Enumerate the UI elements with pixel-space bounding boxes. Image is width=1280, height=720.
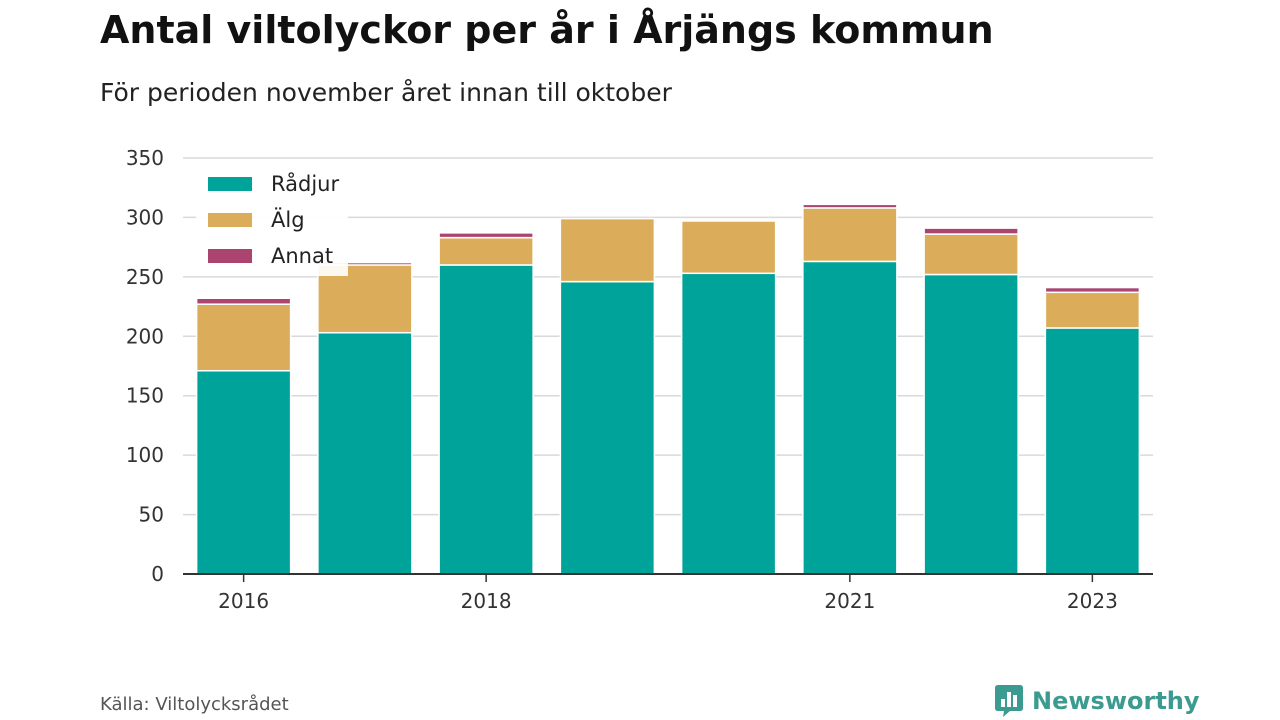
bar-segment	[1044, 286, 1141, 294]
bar-segment	[438, 232, 534, 239]
legend-label: Rådjur	[271, 171, 339, 196]
y-tick-label: 250	[126, 265, 164, 289]
y-axis-ticks: 0 50 100 150 200 250 300 350	[126, 146, 164, 586]
y-tick-label: 200	[126, 324, 164, 348]
bar-segment	[195, 303, 292, 372]
bar-chart-badge-icon	[995, 685, 1023, 717]
y-tick-label: 300	[126, 205, 164, 229]
bar-segment	[680, 272, 777, 575]
legend-swatch	[208, 213, 252, 227]
bar-segment	[923, 227, 1019, 235]
x-tick-label: 2018	[461, 589, 512, 613]
y-tick-label: 0	[151, 562, 164, 586]
legend: Rådjur Älg Annat	[196, 166, 348, 276]
bars	[195, 203, 1141, 575]
y-tick-label: 100	[126, 443, 164, 467]
bar-segment	[559, 217, 656, 283]
bar-segment	[317, 264, 413, 334]
source-note: Källa: Viltolycksrådet	[100, 694, 289, 715]
bar-segment	[195, 370, 292, 575]
chart-title: Antal viltolyckor per år i Årjängs kommu…	[100, 8, 994, 52]
bar-segment	[438, 236, 534, 266]
bar-segment	[438, 264, 534, 575]
x-tick-label: 2021	[824, 589, 875, 613]
legend-label: Annat	[271, 244, 333, 268]
x-tick-label: 2016	[218, 589, 269, 613]
bar-segment	[195, 297, 292, 305]
y-tick-label: 50	[139, 503, 164, 527]
x-tick-label: 2023	[1067, 589, 1118, 613]
bar-segment	[802, 203, 898, 209]
brand-logo: Newsworthy	[994, 684, 1200, 718]
bar-segment	[923, 273, 1019, 575]
brand-name: Newsworthy	[1032, 687, 1200, 715]
bar-segment	[923, 233, 1019, 276]
x-axis-ticks: 2016 2018 2021 2023	[218, 574, 1118, 613]
y-tick-label: 150	[126, 384, 164, 408]
y-tick-label: 350	[126, 146, 164, 170]
bar-segment	[802, 207, 898, 263]
legend-swatch	[208, 249, 252, 263]
legend-label: Älg	[271, 207, 305, 232]
legend-swatch	[208, 177, 252, 191]
bar-segment	[317, 331, 413, 575]
bar-segment	[802, 260, 898, 575]
bar-segment	[559, 280, 656, 575]
chart-subtitle: För perioden november året innan till ok…	[100, 78, 672, 107]
bar-segment	[680, 220, 777, 275]
bar-segment	[1044, 291, 1141, 329]
bar-segment	[1044, 327, 1141, 575]
